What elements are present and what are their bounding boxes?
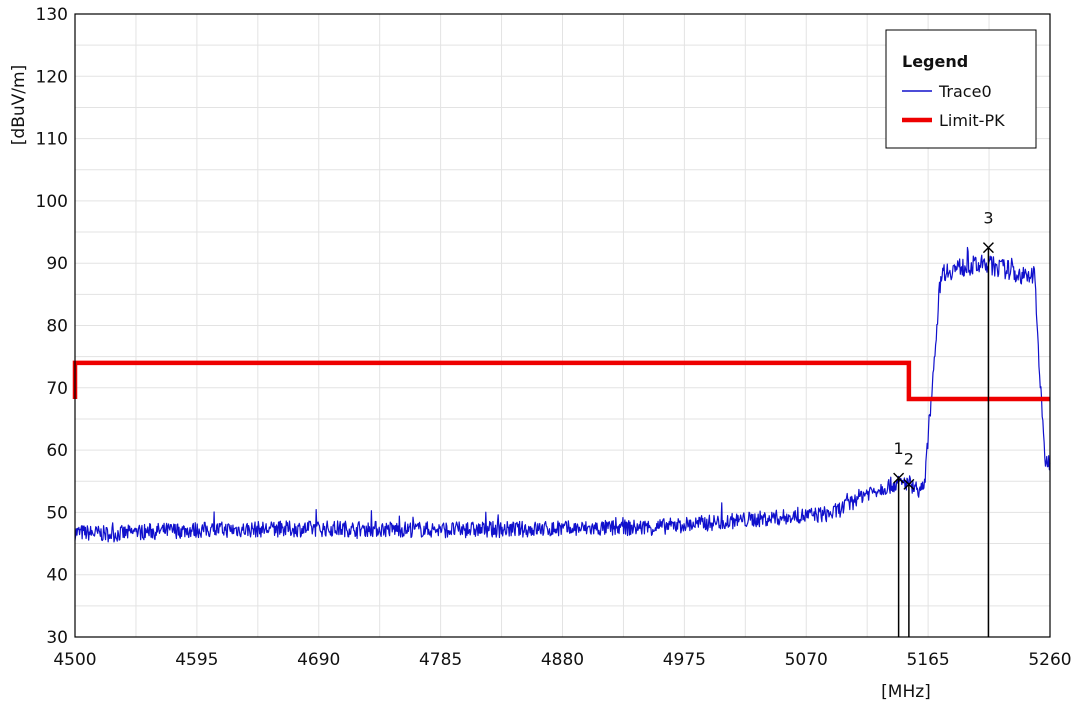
x-tick-label: 5260 bbox=[1028, 650, 1071, 670]
legend-entry-trace: Trace0 bbox=[938, 82, 992, 101]
legend-box bbox=[885, 29, 1037, 149]
marker-1-cross bbox=[893, 472, 905, 484]
marker-3-cross bbox=[982, 242, 994, 254]
y-tick-label: 60 bbox=[46, 441, 68, 461]
legend-title: Legend bbox=[902, 52, 968, 71]
y-tick-label: 110 bbox=[36, 130, 68, 150]
y-tick-label: 70 bbox=[46, 379, 68, 399]
x-tick-label: 5070 bbox=[785, 650, 828, 670]
y-tick-labels: 30 40 50 60 70 80 90 100 110 120 130 bbox=[36, 5, 68, 648]
marker-2-label: 2 bbox=[904, 449, 914, 468]
y-tick-label: 80 bbox=[46, 317, 68, 337]
x-tick-labels: 4500 4595 4690 4785 4880 4975 5070 5165 5260 bbox=[53, 650, 1071, 670]
plot-border bbox=[74, 13, 1051, 638]
x-tick-label: 4785 bbox=[419, 650, 462, 670]
y-tick-label: 120 bbox=[36, 67, 68, 87]
x-tick-label: 4880 bbox=[541, 650, 584, 670]
trace0-line bbox=[74, 246, 1051, 543]
marker-3-label: 3 bbox=[983, 209, 993, 228]
y-tick-label: 50 bbox=[46, 503, 68, 523]
y-tick-label: 30 bbox=[46, 628, 68, 648]
marker-1-label: 1 bbox=[894, 439, 904, 458]
y-tick-label: 130 bbox=[36, 5, 68, 25]
x-tick-label: 4595 bbox=[175, 650, 218, 670]
x-tick-label: 5165 bbox=[906, 650, 949, 670]
marker-2-cross bbox=[903, 478, 915, 490]
x-tick-label: 4690 bbox=[297, 650, 340, 670]
legend-entry-limit: Limit-PK bbox=[939, 111, 1005, 130]
y-tick-label: 90 bbox=[46, 254, 68, 274]
y-axis-label: [dBuV/m] bbox=[9, 65, 29, 145]
x-tick-label: 4500 bbox=[53, 650, 96, 670]
markers: 12 3 bbox=[893, 209, 994, 637]
legend: Legend Trace0 Limit-PK bbox=[885, 29, 1037, 149]
x-axis-label: [MHz] bbox=[881, 682, 931, 702]
y-tick-label: 40 bbox=[46, 566, 68, 586]
grid bbox=[75, 14, 1050, 637]
x-tick-label: 4975 bbox=[663, 650, 706, 670]
y-tick-label: 100 bbox=[36, 192, 68, 212]
